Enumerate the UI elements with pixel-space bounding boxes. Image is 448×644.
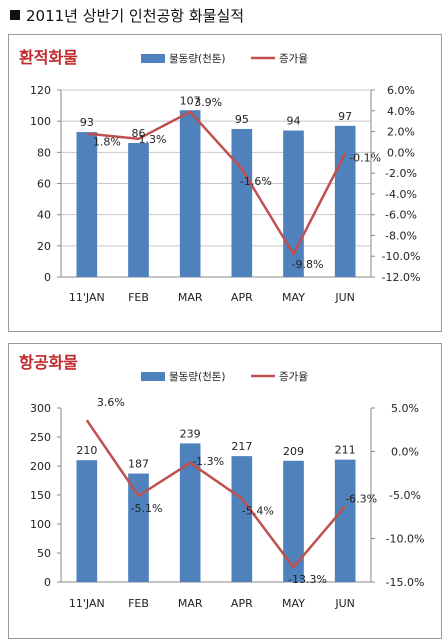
right-tick-label: -2.0%: [385, 167, 417, 180]
growth-rate-label: -13.3%: [288, 573, 327, 586]
left-tick-label: 0: [44, 271, 51, 284]
bar: [231, 128, 253, 277]
category-label: MAR: [178, 597, 203, 610]
chart-title: 항공화물: [19, 353, 78, 372]
right-tick-label: -10.0%: [386, 533, 425, 546]
growth-rate-label: 3.9%: [194, 96, 222, 109]
legend-bar-label: 물동량(천톤): [169, 53, 226, 65]
right-tick-label: 2.0%: [387, 126, 415, 139]
bar: [179, 443, 201, 582]
bar: [334, 125, 356, 277]
right-tick-label: 0.0%: [387, 146, 415, 159]
growth-rate-label: 3.6%: [97, 396, 125, 409]
category-label: FEB: [128, 291, 149, 304]
left-tick-label: 200: [30, 460, 51, 473]
right-tick-label: 6.0%: [387, 84, 415, 97]
left-tick-label: 100: [30, 115, 51, 128]
right-tick-label: 4.0%: [387, 105, 415, 118]
bar-value-label: 239: [180, 427, 201, 440]
category-label: FEB: [128, 597, 149, 610]
category-label: MAR: [178, 291, 203, 304]
category-label: APR: [231, 597, 253, 610]
bar-value-label: 93: [80, 116, 94, 129]
bar-value-label: 94: [287, 115, 301, 128]
bar-value-label: 211: [335, 444, 356, 457]
transshipment-cargo-panel: 환적화물 물동량(천톤) 증가율 0 20 40 60 80 100 120 6.0% 4.0% 2.0…: [8, 34, 442, 332]
bar-value-label: 107: [180, 94, 201, 107]
growth-rate-label: -9.8%: [292, 258, 324, 271]
bar-value-label: 217: [231, 440, 252, 453]
left-tick-label: 60: [37, 178, 51, 191]
bar-value-label: 209: [283, 445, 304, 458]
category-label: 11'JAN: [69, 291, 105, 304]
page-title-text: 2011년 상반기 인천공항 화물실적: [26, 7, 245, 25]
growth-rate-label: 1.8%: [93, 136, 121, 149]
right-tick-label: -12.0%: [382, 271, 421, 284]
bar: [128, 473, 149, 582]
growth-rate-label: -5.4%: [242, 504, 274, 517]
right-tick-label: -6.0%: [385, 209, 417, 222]
growth-rate-label: -5.1%: [131, 502, 163, 515]
square-bullet-icon: [10, 10, 20, 20]
left-tick-label: 100: [30, 518, 51, 531]
bar-value-label: 97: [338, 110, 352, 123]
left-tick-label: 40: [37, 209, 51, 222]
left-tick-label: 50: [37, 547, 51, 560]
bar-value-label: 95: [235, 113, 249, 126]
left-tick-label: 80: [37, 146, 51, 159]
growth-rate-label: -1.3%: [192, 455, 224, 468]
bar-value-label: 187: [128, 458, 149, 471]
growth-rate-line: [86, 110, 347, 256]
legend-line-label: 증가율: [279, 53, 308, 65]
right-tick-label: -4.0%: [385, 188, 417, 201]
legend-bar-label: 물동량(천톤): [169, 371, 226, 383]
bar: [76, 132, 98, 277]
category-label: APR: [231, 291, 253, 304]
left-tick-label: 120: [30, 84, 51, 97]
growth-rate-label: -6.3%: [345, 492, 377, 505]
right-tick-label: 5.0%: [391, 402, 419, 415]
right-tick-label: -8.0%: [385, 229, 417, 242]
transshipment-cargo-chart: 환적화물 물동량(천톤) 증가율 0 20 40 60 80 100 120 6.0% 4.0% 2.0…: [19, 48, 421, 304]
growth-rate-label: -0.1%: [349, 151, 381, 164]
bar: [283, 130, 304, 277]
right-tick-label: -5.0%: [389, 489, 421, 502]
legend-bar-swatch: [141, 372, 165, 381]
chart-title: 환적화물: [19, 48, 78, 67]
left-tick-label: 250: [30, 431, 51, 444]
bar: [179, 110, 201, 277]
growth-rate-line: [85, 419, 347, 569]
growth-rate-label: 1.3%: [139, 133, 167, 146]
bar: [76, 460, 98, 582]
category-label: MAY: [282, 597, 305, 610]
bar: [283, 460, 304, 582]
bar: [231, 456, 253, 582]
right-tick-label: -15.0%: [386, 576, 425, 589]
right-tick-label: 0.0%: [391, 446, 419, 459]
category-label: JUN: [334, 291, 355, 304]
category-label: JUN: [334, 597, 355, 610]
category-label: MAY: [282, 291, 305, 304]
bar: [128, 142, 149, 277]
legend-line-label: 증가율: [279, 371, 308, 383]
legend-bar-swatch: [141, 54, 165, 63]
bar-value-label: 210: [76, 444, 97, 457]
left-tick-label: 20: [37, 240, 51, 253]
page-title: 2011년 상반기 인천공항 화물실적: [10, 5, 244, 26]
left-tick-label: 300: [30, 402, 51, 415]
bar-value-label: 86: [132, 127, 146, 140]
growth-rate-label: -1.6%: [240, 175, 272, 188]
bar: [334, 459, 356, 582]
right-tick-label: -10.0%: [382, 250, 421, 263]
left-tick-label: 0: [44, 576, 51, 589]
category-label: 11'JAN: [69, 597, 105, 610]
left-tick-label: 150: [30, 489, 51, 502]
